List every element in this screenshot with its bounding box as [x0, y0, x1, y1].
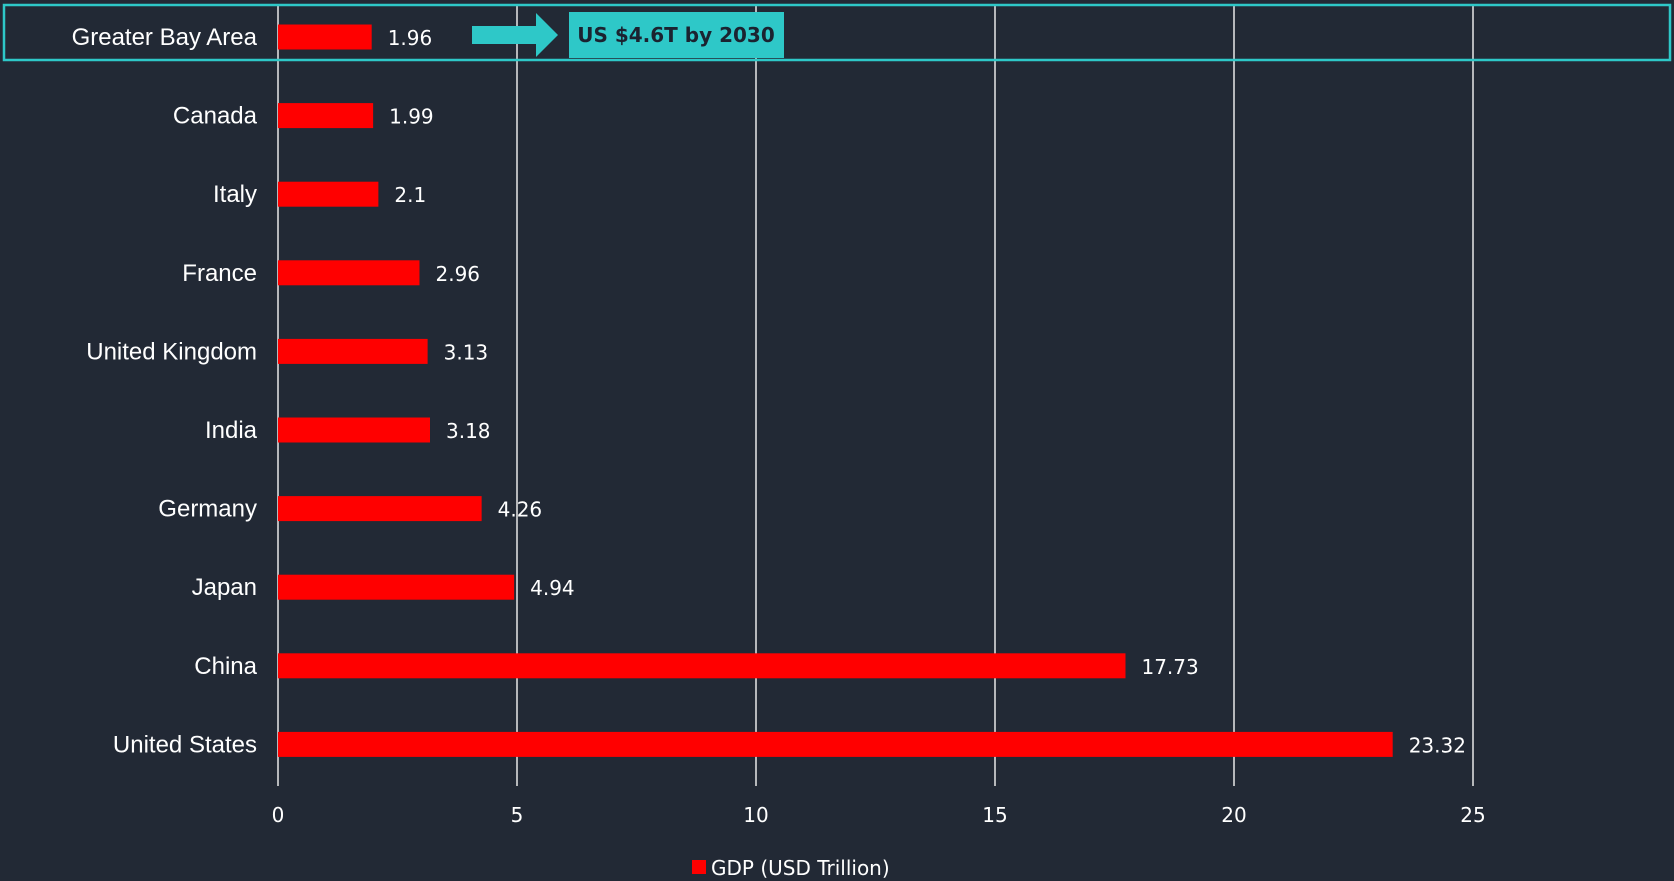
- highlight-frame: [2, 3, 1672, 62]
- bar-canada: [278, 103, 374, 129]
- x-tick-label: 0: [272, 803, 285, 827]
- value-label: 1.99: [389, 105, 434, 129]
- highlight-layer: [2, 3, 1672, 62]
- bar-india: [278, 417, 431, 443]
- value-label: 17.73: [1141, 655, 1198, 679]
- category-label: United States: [113, 731, 257, 758]
- bar-greater-bay-area: [278, 24, 372, 50]
- legend-label: GDP (USD Trillion): [711, 856, 890, 880]
- value-label: 2.1: [394, 183, 426, 207]
- legend-swatch: [692, 860, 706, 874]
- bar-japan: [278, 574, 515, 600]
- x-tick-label: 20: [1221, 803, 1246, 827]
- category-label: Canada: [173, 103, 258, 130]
- value-label: 4.94: [530, 576, 575, 600]
- value-label: 4.26: [498, 498, 543, 522]
- category-label: Japan: [192, 574, 257, 601]
- annotation-layer: US $4.6T by 2030: [472, 12, 784, 58]
- callout-box: [569, 12, 784, 58]
- x-tick-label: 25: [1460, 803, 1485, 827]
- value-label: 3.18: [446, 419, 491, 443]
- value-label: 1.96: [388, 26, 433, 50]
- value-label: 23.32: [1409, 733, 1466, 757]
- legend-layer: GDP (USD Trillion): [692, 856, 890, 880]
- callout-text: US $4.6T by 2030: [577, 23, 775, 47]
- category-label: Italy: [213, 181, 257, 208]
- bar-italy: [278, 181, 379, 207]
- bar-germany: [278, 496, 482, 522]
- bar-united-kingdom: [278, 338, 428, 364]
- value-label: 2.96: [435, 262, 480, 286]
- x-tick-label: 15: [982, 803, 1007, 827]
- value-label: 3.13: [444, 340, 489, 364]
- x-tick-label: 10: [743, 803, 768, 827]
- category-label: China: [194, 653, 257, 680]
- bar-layer: [278, 24, 1393, 757]
- category-label: Germany: [158, 496, 257, 523]
- grid-layer: 0 5 10 15 20 25: [272, 4, 1486, 827]
- bar-united-states: [278, 731, 1393, 757]
- x-tick-label: 5: [511, 803, 524, 827]
- category-label: Greater Bay Area: [72, 24, 258, 51]
- callout-arrow-icon: [472, 13, 558, 57]
- category-label: France: [182, 260, 257, 287]
- category-label: United Kingdom: [86, 338, 257, 365]
- label-layer: Greater Bay Area 1.96 Canada 1.99 Italy 2.1 Fr…: [72, 24, 1466, 758]
- category-label: India: [205, 417, 258, 444]
- bar-france: [278, 260, 420, 286]
- bar-china: [278, 653, 1126, 679]
